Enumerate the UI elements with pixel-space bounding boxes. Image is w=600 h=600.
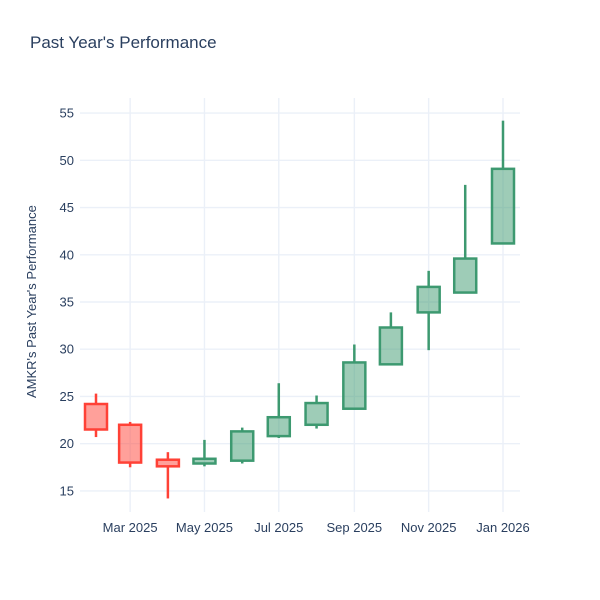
candle-body[interactable]	[266, 415, 292, 438]
candle-sep-2025[interactable]	[342, 344, 367, 410]
x-tick-label: Jul 2025	[254, 520, 303, 535]
x-tick-label: May 2025	[176, 520, 233, 535]
candle-mar-2025[interactable]	[117, 421, 143, 468]
x-tick-label: Mar 2025	[103, 520, 158, 535]
candle-body[interactable]	[155, 458, 181, 468]
y-tick-label: 20	[60, 436, 74, 451]
x-tick-label: Nov 2025	[401, 520, 457, 535]
x-tick-label: Jan 2026	[476, 520, 530, 535]
candle-body[interactable]	[83, 402, 109, 431]
candle-apr-2025[interactable]	[155, 452, 181, 499]
candle-body[interactable]	[192, 457, 217, 465]
candle-body[interactable]	[452, 257, 478, 294]
candle-jun-2025[interactable]	[229, 427, 255, 464]
candle-body[interactable]	[490, 167, 516, 245]
candle-body[interactable]	[304, 401, 329, 427]
y-tick-label: 45	[60, 200, 74, 215]
candle-jan-2026[interactable]	[490, 120, 516, 245]
y-tick-label: 35	[60, 295, 74, 310]
y-tick-label: 15	[60, 483, 74, 498]
y-tick-label: 55	[60, 106, 74, 121]
y-tick-label: 30	[60, 342, 74, 357]
candle-body[interactable]	[342, 361, 367, 410]
candle-body[interactable]	[117, 423, 143, 464]
candle-may-2025[interactable]	[192, 439, 217, 467]
candle-body[interactable]	[416, 285, 441, 314]
chart-title: Past Year's Performance	[30, 33, 217, 52]
candle-jul-2025[interactable]	[266, 383, 292, 438]
candle-body[interactable]	[378, 326, 404, 366]
x-tick-label: Sep 2025	[326, 520, 382, 535]
candle-feb-2025[interactable]	[83, 393, 109, 438]
candle-dec-2025[interactable]	[452, 184, 478, 294]
candle-aug-2025[interactable]	[304, 395, 329, 429]
y-tick-label: 25	[60, 389, 74, 404]
y-tick-label: 40	[60, 247, 74, 262]
candle-body[interactable]	[229, 430, 255, 462]
candle-nov-2025[interactable]	[416, 270, 441, 351]
y-tick-label: 50	[60, 153, 74, 168]
candle-oct-2025[interactable]	[378, 312, 404, 366]
